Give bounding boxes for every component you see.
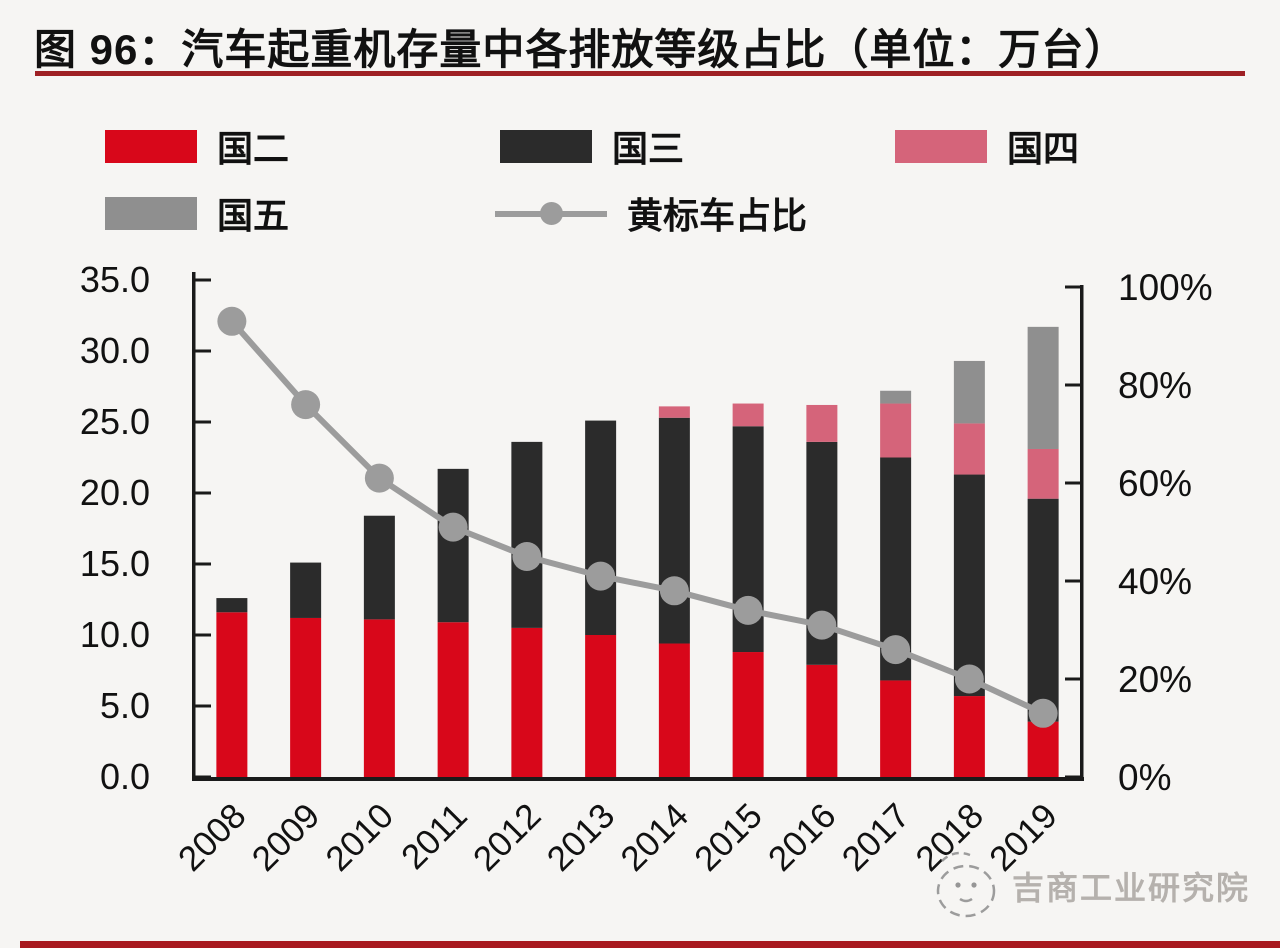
right-axis-label: 40% [1118, 561, 1192, 602]
right-axis-label: 80% [1118, 365, 1192, 406]
x-axis-label-2013: 2013 [540, 796, 623, 879]
x-axis-label-2012: 2012 [466, 796, 549, 879]
bar-segment-2018-国四 [953, 423, 985, 475]
bar-segment-2017-国五 [880, 390, 912, 404]
right-axis-tick [1065, 383, 1080, 387]
right-axis-tick [1065, 481, 1080, 485]
left-axis-tick [195, 420, 211, 424]
bar-segment-2016-国二 [806, 664, 838, 777]
bar-segment-2015-国四 [732, 403, 764, 427]
x-axis-label-2011: 2011 [394, 796, 475, 877]
x-axis-label-2010: 2010 [318, 796, 401, 879]
right-axis-line [1080, 285, 1084, 781]
bar-segment-2016-国四 [806, 404, 838, 442]
left-axis-tick [195, 704, 211, 708]
left-axis-label: 5.0 [100, 685, 150, 726]
left-axis-label: 0.0 [100, 756, 150, 797]
bar-segment-2011-国三 [437, 468, 469, 623]
bar-segment-2019-国四 [1027, 448, 1059, 499]
left-axis-label: 20.0 [80, 472, 150, 513]
bar-segment-2018-国五 [953, 360, 985, 424]
bottom-border [20, 941, 1280, 948]
watermark-text: 吉商工业研究院 [1012, 870, 1251, 906]
right-axis-label: 60% [1118, 463, 1192, 504]
left-axis-tick [195, 633, 211, 637]
line-marker-2018 [954, 664, 984, 694]
line-marker-2015 [733, 595, 763, 625]
line-marker-2014 [659, 576, 689, 606]
figure-title: 图 96：汽车起重机存量中各排放等级占比（单位：万台） [34, 26, 1128, 73]
bar-segment-2009-国三 [290, 562, 322, 618]
bar-segment-2017-国二 [880, 680, 912, 777]
x-axis-label-2017: 2017 [835, 796, 918, 879]
bar-segment-2018-国三 [953, 474, 985, 697]
left-axis-label: 30.0 [80, 330, 150, 371]
left-axis-tick [195, 278, 211, 282]
bar-segment-2018-国二 [953, 696, 985, 777]
line-marker-2012 [512, 542, 542, 571]
line-marker-2011 [438, 512, 468, 542]
bar-segment-2019-国五 [1027, 326, 1059, 449]
x-axis-label-2016: 2016 [761, 796, 844, 879]
left-axis-tick [195, 562, 211, 566]
right-axis-tick [1065, 677, 1080, 681]
bar-segment-2019-国三 [1027, 498, 1059, 722]
line-marker-2008 [217, 306, 247, 336]
bar-segment-2012-国三 [511, 441, 543, 628]
bar-segment-2010-国三 [363, 515, 395, 620]
left-axis-label: 15.0 [80, 543, 150, 584]
right-axis-tick [1065, 579, 1080, 583]
bar-segment-2015-国二 [732, 652, 764, 777]
watermark: 吉商工业研究院 [920, 845, 1250, 927]
right-axis-label: 0% [1118, 757, 1171, 798]
title-underline [35, 71, 1245, 76]
x-axis-label-2008: 2008 [171, 796, 254, 879]
line-marker-2010 [364, 463, 394, 493]
line-marker-2013 [586, 561, 616, 591]
line-marker-2016 [807, 610, 837, 640]
bar-segment-2010-国二 [363, 619, 395, 777]
bar-segment-2019-国二 [1027, 721, 1059, 777]
bar-segment-2011-国二 [437, 622, 469, 777]
line-marker-2017 [881, 635, 911, 665]
bar-segment-2014-国四 [658, 406, 690, 418]
line-marker-2009 [291, 390, 321, 420]
bar-segment-2009-国二 [290, 617, 322, 777]
bar-segment-2008-国三 [216, 598, 248, 613]
left-axis-tick [195, 491, 211, 495]
bar-segment-2014-国二 [658, 643, 690, 777]
bar-segment-2014-国三 [658, 417, 690, 644]
line-marker-2019 [1028, 698, 1058, 728]
bar-segment-2017-国四 [880, 403, 912, 458]
right-axis-tick [1065, 285, 1080, 289]
bar-segment-2008-国二 [216, 612, 248, 777]
left-axis-label: 10.0 [80, 614, 150, 655]
right-axis-label: 20% [1118, 659, 1192, 700]
left-axis-tick [195, 349, 211, 353]
x-axis-label-2009: 2009 [245, 796, 328, 879]
left-axis-label: 25.0 [80, 401, 150, 442]
bar-segment-2012-国二 [511, 627, 543, 777]
left-axis-line [192, 272, 196, 781]
bar-segment-2013-国二 [585, 635, 617, 777]
right-axis-label: 100% [1118, 267, 1213, 308]
bottom-axis-line [192, 777, 1084, 781]
x-axis-label-2015: 2015 [687, 796, 770, 879]
x-axis-label-2014: 2014 [613, 796, 696, 879]
left-axis-label: 35.0 [80, 259, 150, 300]
yellow-label-ratio-line [229, 319, 1045, 717]
watermark-logo-icon [936, 851, 996, 918]
bar-segment-2013-国三 [585, 420, 617, 635]
